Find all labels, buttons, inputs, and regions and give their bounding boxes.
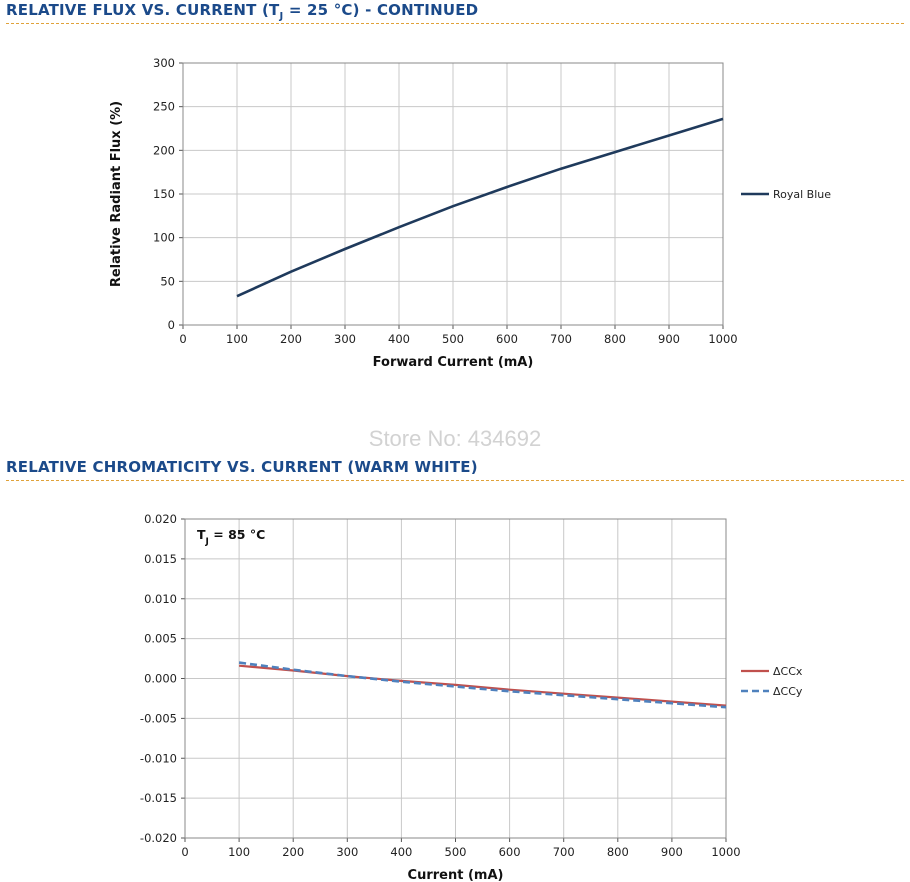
x-tick-label: 0 (181, 845, 188, 859)
legend-label: ΔCCy (773, 685, 803, 698)
x-tick-label: 500 (445, 845, 467, 859)
y-tick-label: 150 (153, 187, 175, 201)
y-tick-label: -0.005 (140, 711, 177, 725)
legend-label: ΔCCx (773, 665, 803, 678)
title-flux-suffix: = 25 °C) - CONTINUED (283, 1, 479, 19)
x-tick-label: 400 (390, 845, 412, 859)
y-tick-label: 100 (153, 231, 175, 245)
y-tick-label: 0.000 (144, 672, 177, 686)
series-line-1 (236, 117, 724, 298)
y-tick-label: 0.015 (144, 552, 177, 566)
chromaticity-chart: 0 100 200 300 400 500 600 700 800 900 1000 -0.020 -0… (140, 512, 803, 882)
y-tick-label: -0.010 (140, 751, 177, 765)
title-flux-prefix: RELATIVE FLUX VS. CURRENT (T (6, 1, 280, 19)
x-tick-label: 100 (228, 845, 250, 859)
x-tick-label: 300 (336, 845, 358, 859)
flux-chart: 0 100 200 300 400 500 600 700 800 900 1000 0 50 100 15… (109, 56, 831, 370)
plot-area (184, 518, 727, 839)
y-tick-label: 200 (153, 143, 175, 157)
x-tick-label: 900 (661, 845, 683, 859)
section-divider-flux (6, 23, 904, 24)
x-tick-label: 200 (282, 845, 304, 859)
y-tick-label: 0.005 (144, 632, 177, 646)
x-tick-label: 700 (553, 845, 575, 859)
x-tick-label: 200 (280, 332, 302, 346)
y-tick-label: 250 (153, 100, 175, 114)
y-tick-label: 0 (168, 318, 175, 332)
x-tick-label: 400 (388, 332, 410, 346)
x-tick-label: 600 (499, 845, 521, 859)
legend-label: Royal Blue (773, 188, 831, 201)
temperature-annotation: TJ = 85 °C (197, 527, 265, 547)
y-tick-label: 0.020 (144, 512, 177, 526)
x-axis-label: Forward Current (mA) (373, 355, 534, 370)
x-tick-label: 700 (550, 332, 572, 346)
x-tick-label: 800 (607, 845, 629, 859)
y-tick-label: -0.020 (140, 831, 177, 845)
plot-area (182, 62, 724, 326)
y-tick-label: 0.010 (144, 592, 177, 606)
section-title-chromaticity: RELATIVE CHROMATICITY VS. CURRENT (WARM … (6, 458, 478, 476)
x-tick-label: 500 (442, 332, 464, 346)
watermark-text: Store No: 434692 (368, 426, 542, 451)
title-flux-sub: J (279, 11, 284, 22)
x-tick-label: 0 (179, 332, 186, 346)
series-line-1 (239, 664, 727, 707)
x-axis-label: Current (mA) (408, 868, 504, 882)
y-tick-label: -0.015 (140, 791, 177, 805)
section-divider-chromaticity (6, 480, 904, 481)
x-tick-label: 800 (604, 332, 626, 346)
series-line-2 (238, 661, 727, 709)
y-tick-label: 300 (153, 56, 175, 70)
y-axis-label: Relative Radiant Flux (%) (109, 101, 124, 287)
x-tick-label: 300 (334, 332, 356, 346)
section-title-flux: RELATIVE FLUX VS. CURRENT (TJ = 25 °C) -… (6, 1, 478, 22)
y-tick-label: 50 (160, 274, 175, 288)
x-tick-label: 900 (658, 332, 680, 346)
x-tick-label: 600 (496, 332, 518, 346)
x-tick-label: 1000 (708, 332, 737, 346)
x-tick-label: 1000 (711, 845, 740, 859)
x-tick-label: 100 (226, 332, 248, 346)
